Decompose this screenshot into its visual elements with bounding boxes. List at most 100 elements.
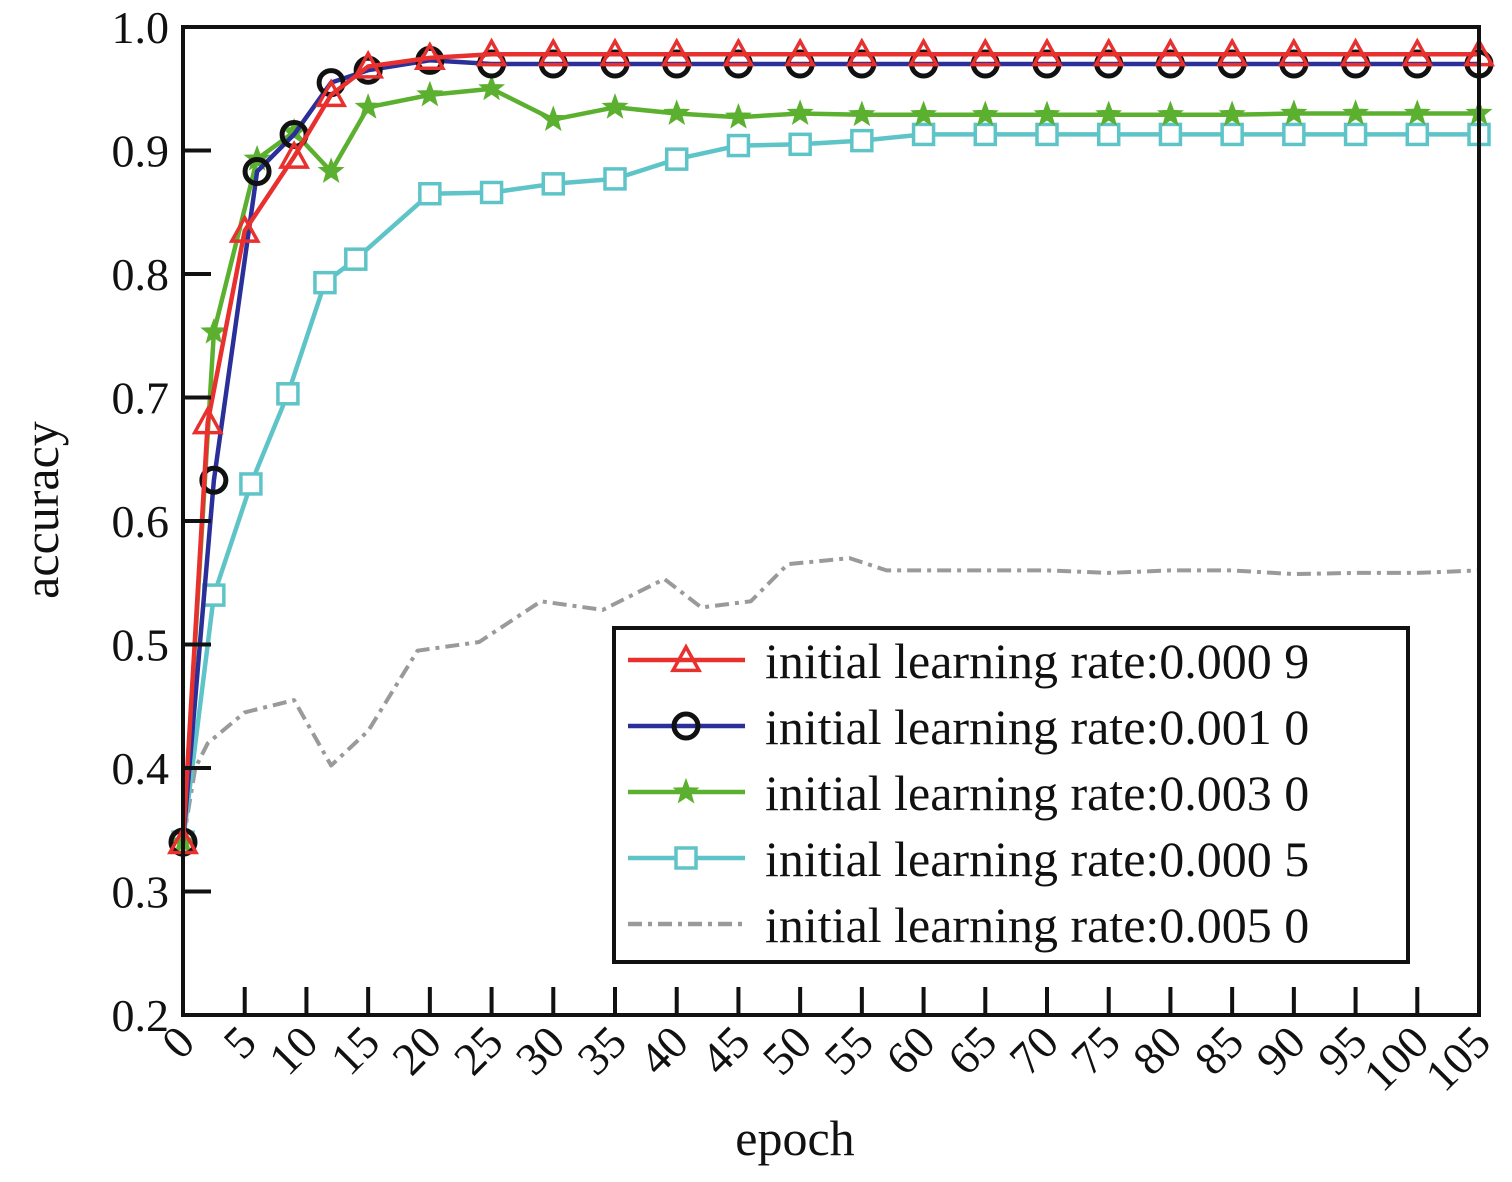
data-point xyxy=(599,37,631,67)
data-point xyxy=(199,465,229,495)
x-tick-label: 55 xyxy=(814,1016,883,1085)
data-point xyxy=(1031,37,1063,67)
y-tick-label: 0.2 xyxy=(112,990,170,1041)
data-point xyxy=(663,99,691,125)
data-point xyxy=(848,100,876,127)
data-point xyxy=(1342,99,1370,125)
data-point xyxy=(1156,100,1184,127)
series-5 xyxy=(181,556,1480,843)
data-point xyxy=(1280,99,1308,125)
data-point xyxy=(1401,37,1434,67)
data-point xyxy=(601,93,629,119)
data-point xyxy=(313,270,337,295)
data-point xyxy=(722,37,755,67)
data-point xyxy=(418,181,442,206)
x-axis-title: epoch xyxy=(735,1110,854,1166)
y-tick-label: 0.8 xyxy=(112,249,170,300)
x-tick-label: 45 xyxy=(691,1016,760,1085)
data-point xyxy=(1343,122,1368,147)
data-point xyxy=(971,100,999,127)
data-point xyxy=(1096,122,1121,147)
x-tick-label: 40 xyxy=(629,1016,698,1085)
legend-label: initial learning rate:0.003 0 xyxy=(765,765,1309,821)
legend-label: initial learning rate:0.000 5 xyxy=(765,831,1309,887)
legend-label: initial learning rate:0.000 9 xyxy=(765,633,1309,689)
data-point xyxy=(603,167,627,191)
legend-label: initial learning rate:0.005 0 xyxy=(765,897,1309,953)
data-point xyxy=(1220,122,1244,147)
legend-marker xyxy=(671,711,701,741)
data-point xyxy=(1218,100,1246,127)
x-tick-label: 70 xyxy=(999,1016,1068,1085)
y-axis-title: accuracy xyxy=(13,421,69,599)
y-tick-label: 0.3 xyxy=(112,867,170,918)
data-point xyxy=(315,78,348,108)
data-point xyxy=(1405,122,1430,147)
y-tick-label: 0.7 xyxy=(112,373,170,424)
x-tick-label: 10 xyxy=(259,1016,328,1085)
x-tick-label: 60 xyxy=(876,1016,945,1085)
data-point xyxy=(969,37,1002,67)
x-tick-label: 75 xyxy=(1061,1016,1130,1085)
x-tick-label: 15 xyxy=(321,1016,390,1085)
y-tick-label: 0.4 xyxy=(112,743,170,794)
data-point xyxy=(344,247,368,271)
x-tick-label: 65 xyxy=(938,1016,1007,1085)
data-point xyxy=(786,99,814,125)
legend: initial learning rate:0.000 9 initial lea… xyxy=(612,626,1410,964)
x-tick-label: 35 xyxy=(567,1016,636,1085)
legend-entry: initial learning rate:0.000 5 xyxy=(628,831,1309,887)
legend-entry: initial learning rate:0.000 9 xyxy=(628,633,1309,689)
x-tick-label: 25 xyxy=(444,1016,513,1085)
y-tick-label: 0.6 xyxy=(112,496,170,547)
data-point xyxy=(1033,100,1061,127)
data-point xyxy=(788,132,812,157)
data-point xyxy=(317,157,345,183)
data-point xyxy=(726,133,751,158)
data-point xyxy=(910,100,938,127)
data-point xyxy=(784,37,817,67)
data-point xyxy=(479,180,504,205)
data-point xyxy=(1403,99,1431,125)
x-tick-label: 105 xyxy=(1415,1016,1500,1101)
data-point xyxy=(416,80,444,107)
series-1 xyxy=(167,37,1495,855)
data-point xyxy=(1158,122,1183,147)
data-point xyxy=(1216,37,1249,67)
data-point xyxy=(228,214,261,243)
series-4 xyxy=(171,122,1491,854)
data-point xyxy=(1092,37,1125,67)
data-point xyxy=(478,74,506,101)
x-tick-label: 90 xyxy=(1246,1016,1315,1085)
data-point xyxy=(1095,100,1123,127)
data-point xyxy=(907,37,940,67)
data-point xyxy=(850,128,874,153)
x-tick-label: 50 xyxy=(753,1016,822,1085)
data-point xyxy=(660,37,693,67)
legend-label: initial learning rate:0.001 0 xyxy=(765,699,1309,755)
data-point xyxy=(276,382,300,406)
data-point xyxy=(664,147,689,171)
legend-entry: initial learning rate:0.005 0 xyxy=(628,897,1309,953)
x-tick-label: 80 xyxy=(1123,1016,1192,1085)
data-point xyxy=(911,122,936,147)
data-point xyxy=(1277,37,1310,67)
data-point xyxy=(973,122,998,147)
series-layer xyxy=(167,37,1495,857)
data-point xyxy=(475,37,508,67)
data-point xyxy=(1035,122,1059,147)
data-point xyxy=(1154,37,1187,67)
legend-box xyxy=(612,626,1410,964)
data-point xyxy=(352,49,385,79)
y-tick-label: 0.9 xyxy=(112,126,170,177)
data-point xyxy=(191,405,224,435)
data-point xyxy=(541,172,566,196)
legend-entry: initial learning rate:0.003 0 xyxy=(628,765,1309,821)
x-tick-label: 0 xyxy=(152,1016,204,1068)
data-point xyxy=(200,317,228,344)
data-point xyxy=(845,37,878,67)
data-point xyxy=(1339,37,1372,67)
series-line xyxy=(180,86,1479,843)
series-line xyxy=(181,556,1480,843)
